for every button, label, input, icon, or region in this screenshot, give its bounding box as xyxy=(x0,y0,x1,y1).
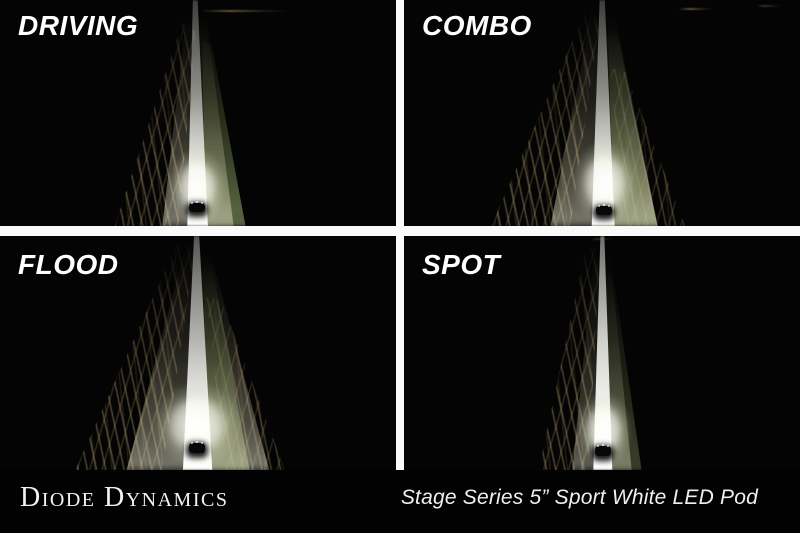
panel-driving: DRIVING xyxy=(0,0,396,226)
distant-light-streak xyxy=(200,10,290,12)
distant-light-streak xyxy=(678,8,714,10)
distant-light-streak xyxy=(590,238,614,240)
beam-mode-label: FLOOD xyxy=(18,249,119,280)
led-pod-silhouette xyxy=(596,204,612,215)
panel-spot: SPOT xyxy=(404,236,800,470)
beam-mode-label: DRIVING xyxy=(18,10,139,41)
caption-bar: Diode Dynamics Stage Series 5” Sport Whi… xyxy=(0,470,800,533)
beam-mode-label: COMBO xyxy=(422,10,532,41)
panel-flood: FLOOD xyxy=(0,236,396,470)
distant-light-streak xyxy=(756,5,782,7)
led-pod-silhouette xyxy=(189,441,205,453)
beam-mode-label: SPOT xyxy=(422,249,501,280)
led-pod-silhouette xyxy=(189,201,205,212)
panel-combo: COMBO xyxy=(404,0,800,226)
brand-name: Diode Dynamics xyxy=(20,481,229,513)
product-name: Stage Series 5” Sport White LED Pod xyxy=(400,485,758,509)
beam-hotspot xyxy=(576,392,632,468)
beam-hotspot xyxy=(167,148,227,226)
beam-hotspot xyxy=(152,382,242,468)
led-pod-silhouette xyxy=(595,444,611,456)
horizontal-divider xyxy=(0,226,800,236)
